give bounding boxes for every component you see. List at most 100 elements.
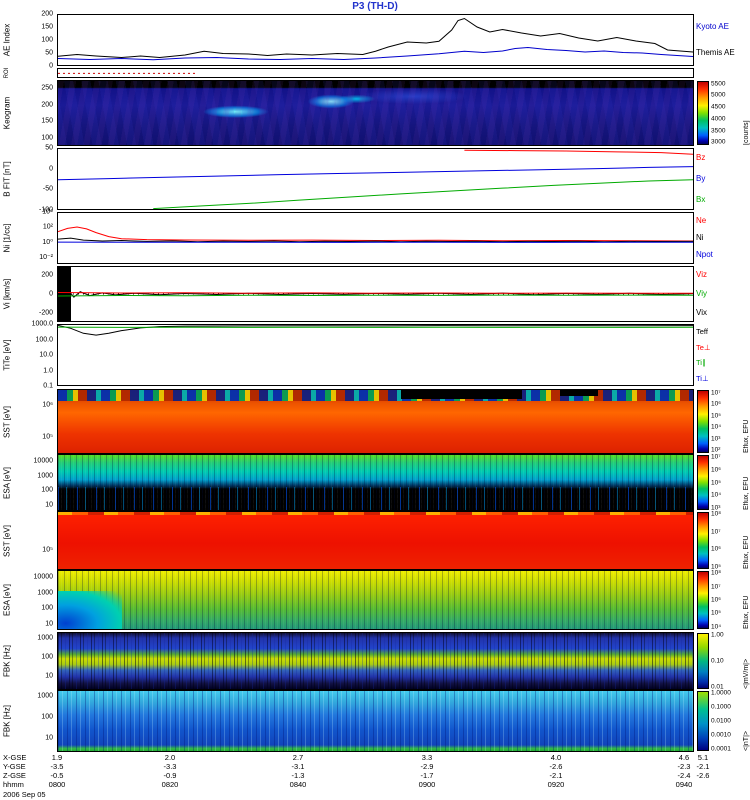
time-tick-label: 0820 [161, 780, 179, 789]
fbk-bfield-colorbar-ticks: 1.0000 0.1000 0.0100 0.0010 0.0001 [711, 690, 739, 753]
y-tick-label: 100 [41, 36, 53, 44]
date-label: 2006 Sep 05 [3, 790, 46, 799]
fbk-bfield-colorbar-gradient [697, 691, 709, 751]
bottom-axis: 2006 Sep 05 X-GSE 1.9 2.0 2.7 3.3 4.0 4.6 5.1 Y-… [0, 753, 750, 800]
fbk-bfield-noise-texture [58, 691, 693, 751]
position-value: -1.3 [291, 771, 305, 780]
y-tick-label: 10⁶ [42, 401, 53, 409]
position-value: -0.9 [163, 771, 177, 780]
panel-density: Ni [1/cc] 10⁴ 10² 10⁰ 10⁻² Ne Ni Npot [0, 209, 750, 264]
roi-y-ticks [0, 68, 56, 78]
series-line [58, 227, 693, 241]
esa-ion-colorbar-ticks: 10⁷ 10⁶ 10⁵ 10⁴ 10³ [711, 454, 739, 512]
colorbar-tick-label: 10⁶ [711, 596, 721, 604]
series-label: Viy [696, 288, 707, 298]
bfit-legend: Bz By Bx [696, 148, 750, 210]
panel-ae-index: AE Index 200 150 100 50 0 Kyoto AE Themis AE [0, 10, 750, 70]
y-tick-label: 100 [41, 653, 53, 661]
colorbar-tick-label: 10⁴ [711, 423, 722, 431]
velocity-line-chart [58, 267, 693, 321]
colorbar-tick-label: 10⁴ [711, 491, 722, 499]
position-value: -2.3 [677, 762, 691, 771]
sst-ion-colorbar-gradient [697, 390, 709, 453]
ae-line-chart [58, 15, 693, 65]
colorbar-tick-label: 0.0001 [711, 745, 731, 753]
fbk-efield-colorbar-gradient [697, 633, 709, 689]
position-value: 1.9 [51, 753, 63, 762]
y-tick-label: 0 [49, 165, 53, 173]
colorbar-tick-label: 3000 [711, 138, 726, 146]
position-value: -3.3 [163, 762, 177, 771]
position-value: 2.7 [292, 753, 304, 762]
colorbar-tick-label: 1.00 [711, 631, 724, 639]
series-label: Kyoto AE [696, 22, 729, 31]
position-value: -2.4 [677, 771, 691, 780]
esa-ion-y-ticks: 10000 1000 100 10 [0, 454, 56, 511]
y-tick-label: 10² [42, 223, 53, 231]
esa-electron-y-ticks: 10000 1000 100 10 [0, 570, 56, 630]
y-tick-label: -50 [42, 185, 53, 193]
panel-sst-ion: SST [eV] 10⁶ 10⁵ 10⁷ 10⁶ 10⁵ 10⁴ 10³ 10² Eflux… [0, 389, 750, 454]
position-value: 3.3 [421, 753, 433, 762]
series-line [58, 19, 693, 58]
colorbar-tick-label: 10⁸ [711, 569, 721, 577]
series-label: Ti⊥ [696, 373, 709, 383]
position-value: -1.7 [420, 771, 434, 780]
y-tick-label: 1000 [37, 634, 53, 642]
colorbar-tick-label: 10⁶ [711, 545, 721, 553]
series-label: Themis AE [696, 48, 735, 57]
position-value: 5.1 [697, 753, 709, 762]
y-tick-label: 250 [41, 84, 53, 92]
y-tick-label: 0.1 [43, 382, 53, 390]
y-tick-label: 1000.0 [31, 320, 53, 328]
series-label: Vix [696, 307, 707, 317]
keogram-colorbar: 5500 5000 4500 4000 3500 3000 [counts] [697, 80, 750, 146]
y-tick-label: 200 [41, 10, 53, 18]
position-row: Z-GSE -0.5 -0.9 -1.3 -1.7 -2.1 -2.4 -2.6 [0, 771, 750, 780]
esa-electron-colorbar: 10⁸ 10⁷ 10⁶ 10⁵ 10⁴ Eflux, EFU [697, 569, 750, 630]
time-tick-label: 0840 [289, 780, 307, 789]
bfit-y-ticks: 50 0 -50 -100 [0, 145, 56, 214]
esa-electron-colorbar-unit: Eflux, EFU [743, 595, 750, 629]
velocity-saturated-block [58, 267, 71, 321]
panel-roi: ROI [0, 68, 750, 78]
panel-bfit: B FIT [nT] 50 0 -50 -100 Bz By Bx [0, 145, 750, 214]
velocity-legend: Viz Viy Vix [696, 266, 750, 322]
series-line [464, 150, 693, 154]
panel-esa-ion: ESA [eV] 10000 1000 100 10 10⁷ 10⁶ 10⁵ 10⁴ 10³ … [0, 454, 750, 512]
colorbar-tick-label: 10⁵ [711, 563, 721, 571]
temperature-line-chart [58, 325, 693, 385]
series-label: Bx [696, 194, 706, 204]
y-tick-label: -100 [38, 206, 53, 214]
time-row: hhmm 0800 0820 0840 0900 0920 0940 [0, 780, 750, 789]
series-line [58, 48, 693, 60]
series-label: Ti∥ [696, 358, 706, 367]
ae-legend: Kyoto AE Themis AE [696, 14, 750, 66]
colorbar-tick-label: 10⁶ [711, 400, 721, 408]
position-row: X-GSE 1.9 2.0 2.7 3.3 4.0 4.6 5.1 [0, 753, 750, 762]
keogram-y-ticks: 250 200 150 100 [0, 80, 56, 146]
panel-velocity: Vi [km/s] 200 0 -200 Viz Viy Vix [0, 266, 750, 322]
density-plot-area [57, 212, 694, 264]
y-tick-label: 10.0 [39, 351, 53, 359]
y-tick-label: -200 [38, 309, 53, 317]
position-value: -2.1 [696, 762, 710, 771]
panel-esa-electron: ESA [eV] 10000 1000 100 10 10⁸ 10⁷ 10⁶ 10⁵ 10⁴ … [0, 570, 750, 630]
fbk-efield-noise-texture [58, 633, 693, 689]
y-tick-label: 0 [49, 62, 53, 70]
position-value: -0.5 [50, 771, 64, 780]
sst-ion-spectrogram [57, 389, 694, 454]
time-tick-label: 0940 [675, 780, 693, 789]
y-tick-label: 100 [41, 713, 53, 721]
y-tick-label: 100 [41, 134, 53, 142]
panel-keogram: Keogram 250 200 150 100 5500 5000 4500 4000 350… [0, 80, 750, 146]
colorbar-tick-label: 10⁵ [711, 479, 721, 486]
series-label: By [696, 173, 706, 183]
roi-line-chart [58, 69, 693, 77]
position-row-label: X-GSE [3, 753, 27, 762]
y-tick-label: 10 [45, 501, 53, 509]
time-row-label: hhmm [3, 780, 24, 789]
density-line-chart [58, 213, 693, 263]
panel-fbk-bfield: FBK [Hz] 1000 100 10 1.0000 0.1000 0.0100 0.0… [0, 690, 750, 752]
y-tick-label: 200 [41, 101, 53, 109]
